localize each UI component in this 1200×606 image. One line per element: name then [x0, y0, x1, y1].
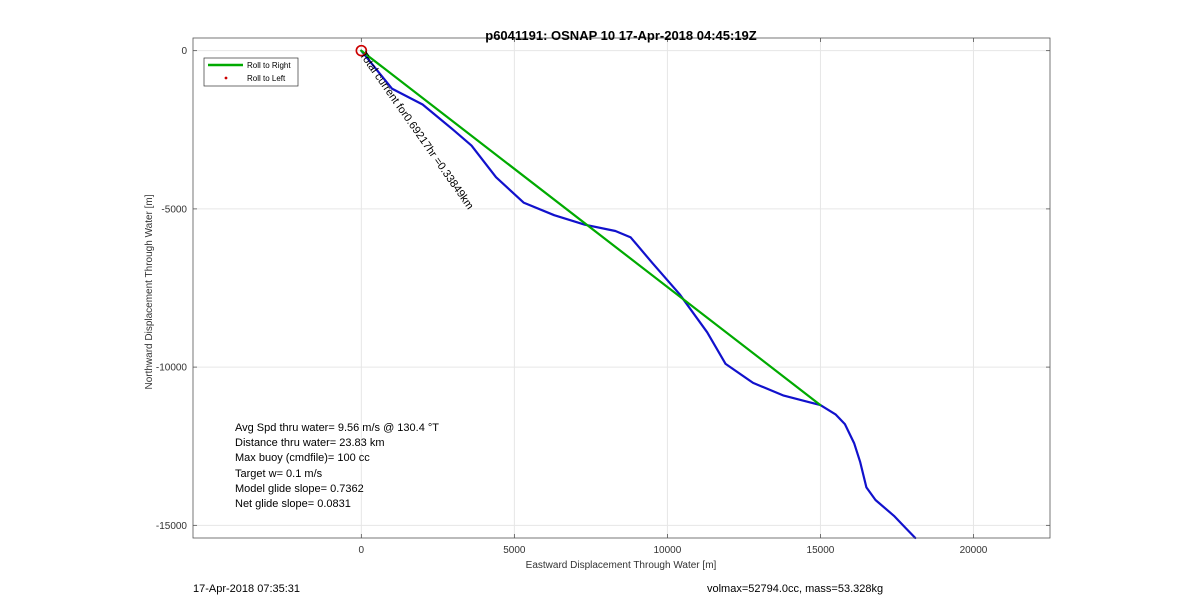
- start-marker: [355, 44, 368, 57]
- legend-box: [203, 57, 299, 87]
- series-layer: [355, 44, 917, 540]
- x-tick-label: 20000: [960, 545, 988, 556]
- ticks: 0 5000 10000 15000 20000 0 -5000 -10000 -15000: [156, 38, 1050, 556]
- legend-swatch-roll-left: [224, 76, 228, 80]
- stat-line-distance: Distance thru water= 23.83 km: [235, 437, 385, 449]
- legend-label-roll-right: Roll to Right: [247, 61, 291, 70]
- plot-frame: [192, 37, 1051, 539]
- x-tick-label: 10000: [654, 545, 682, 556]
- y-tick-label: 0: [181, 46, 187, 57]
- series-line-roll-right: [360, 49, 822, 407]
- footer-timestamp: 17-Apr-2018 07:35:31: [193, 583, 301, 595]
- y-tick-label: -10000: [156, 363, 188, 374]
- legend-label-roll-left: Roll to Left: [247, 74, 286, 83]
- stat-line-avg-speed: Avg Spd thru water= 9.56 m/s @ 130.4 °T: [235, 422, 439, 434]
- y-tick-label: -15000: [156, 521, 188, 532]
- x-tick-label: 0: [359, 545, 365, 556]
- x-axis-label: Eastward Displacement Through Water [m]: [526, 560, 717, 571]
- legend: Roll to Right Roll to Left: [203, 57, 299, 87]
- footer-volmax-mass: volmax=52794.0cc, mass=53.328kg: [707, 583, 884, 595]
- stats-block: Avg Spd thru water= 9.56 m/s @ 130.4 °T …: [235, 422, 439, 510]
- y-axis-label: Northward Displacement Through Water [m]: [144, 194, 155, 389]
- plot-area: [193, 38, 1050, 538]
- stat-line-net-glide: Net glide slope= 0.0831: [235, 498, 351, 510]
- y-tick-label: -5000: [161, 204, 187, 215]
- stat-line-target-w: Target w= 0.1 m/s: [235, 468, 323, 480]
- x-tick-label: 5000: [503, 545, 526, 556]
- stat-line-model-glide: Model glide slope= 0.7362: [235, 483, 364, 495]
- chart-title: p6041191: OSNAP 10 17-Apr-2018 04:45:19Z: [485, 28, 757, 43]
- stat-line-max-buoy: Max buoy (cmdfile)= 100 cc: [235, 452, 370, 464]
- x-tick-label: 15000: [807, 545, 835, 556]
- series-line-track: [360, 49, 917, 540]
